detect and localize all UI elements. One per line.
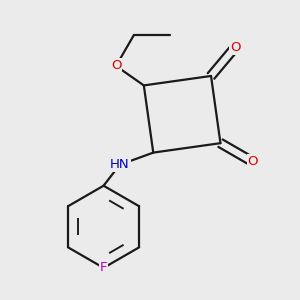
Text: F: F — [100, 261, 107, 274]
Text: O: O — [111, 59, 121, 72]
Text: O: O — [248, 155, 258, 168]
Text: HN: HN — [110, 158, 130, 171]
Text: O: O — [230, 41, 240, 54]
